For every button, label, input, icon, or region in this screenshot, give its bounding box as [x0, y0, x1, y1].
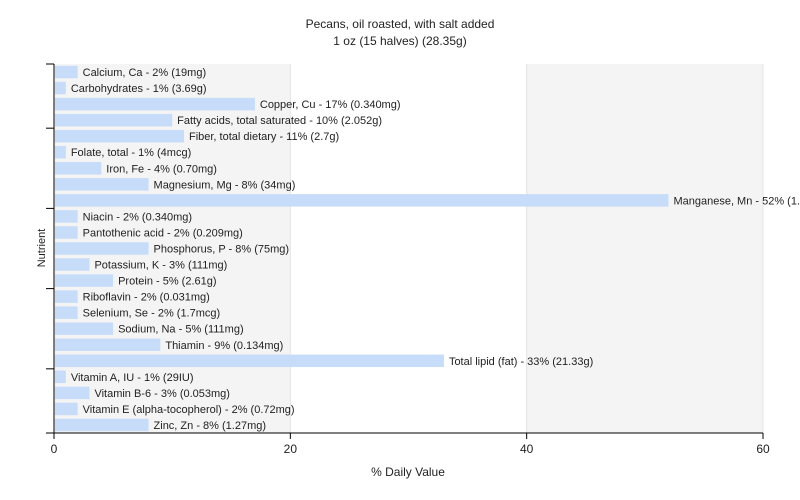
bar-label: Calcium, Ca - 2% (19mg) — [83, 67, 206, 79]
bar — [55, 402, 78, 416]
bar-label: Phosphorus, P - 8% (75mg) — [154, 244, 290, 256]
bar — [55, 306, 78, 319]
bar-label: Folate, total - 1% (4mcg) — [71, 147, 191, 159]
bar-label: Vitamin E (alpha-tocopherol) - 2% (0.72m… — [83, 404, 295, 416]
bar — [55, 370, 66, 384]
x-tick-label: 20 — [284, 442, 298, 456]
bar-label: Copper, Cu - 17% (0.340mg) — [260, 99, 401, 111]
bar-label: Selenium, Se - 2% (1.7mcg) — [83, 308, 221, 320]
grid-band — [290, 64, 527, 433]
plot-area: Calcium, Ca - 2% (19mg) Carbohydrates - 1… — [46, 63, 800, 456]
bar — [55, 65, 78, 79]
bar — [55, 162, 102, 175]
y-axis-label: Nutrient — [36, 229, 48, 268]
bar — [55, 178, 149, 191]
x-tick-label: 40 — [520, 442, 534, 456]
bar — [55, 129, 184, 143]
bar-label: Vitamin B-6 - 3% (0.053mg) — [94, 388, 230, 400]
bar — [55, 322, 114, 335]
bar-label: Magnesium, Mg - 8% (34mg) — [154, 179, 296, 191]
bar-label: Riboflavin - 2% (0.031mg) — [83, 292, 210, 304]
bar-label: Total lipid (fat) - 33% (21.33g) — [449, 356, 593, 368]
bar — [55, 81, 66, 95]
bar-label: Thiamin - 9% (0.134mg) — [165, 340, 283, 352]
bar — [55, 290, 78, 303]
bar-label: Zinc, Zn - 8% (1.27mg) — [154, 420, 266, 432]
bar-label: Potassium, K - 3% (111mg) — [94, 260, 227, 272]
x-tick-label: 0 — [51, 442, 58, 456]
chart-title: Pecans, oil roasted, with salt added — [306, 17, 495, 31]
bar — [55, 274, 114, 287]
bar — [55, 194, 669, 207]
bar — [55, 338, 161, 352]
chart-subtitle: 1 oz (15 halves) (28.35g) — [333, 34, 466, 48]
bar-label: Carbohydrates - 1% (3.69g) — [71, 83, 207, 95]
bar — [55, 242, 149, 255]
bar-label: Vitamin A, IU - 1% (29IU) — [71, 372, 194, 384]
bar — [55, 258, 90, 271]
bar — [55, 354, 444, 368]
bar-label: Sodium, Na - 5% (111mg) — [118, 324, 244, 336]
bar — [55, 97, 255, 111]
bar-label: Pantothenic acid - 2% (0.209mg) — [83, 227, 243, 239]
x-tick-label: 60 — [756, 442, 770, 456]
bar — [55, 113, 173, 127]
bar-label: Manganese, Mn - 52% (1.049mg) — [673, 195, 800, 207]
bar — [55, 386, 90, 400]
bar — [55, 145, 66, 159]
bar — [55, 418, 149, 432]
bar-label: Protein - 5% (2.61g) — [118, 276, 216, 288]
grid-band — [526, 64, 763, 433]
bar-label: Iron, Fe - 4% (0.70mg) — [106, 163, 217, 175]
bar-label: Niacin - 2% (0.340mg) — [83, 211, 192, 223]
bar — [55, 210, 78, 223]
bar — [55, 226, 78, 239]
bar-label: Fiber, total dietary - 11% (2.7g) — [189, 131, 339, 143]
bar-label: Fatty acids, total saturated - 10% (2.05… — [177, 115, 382, 127]
x-axis-label: % Daily Value — [371, 465, 445, 479]
